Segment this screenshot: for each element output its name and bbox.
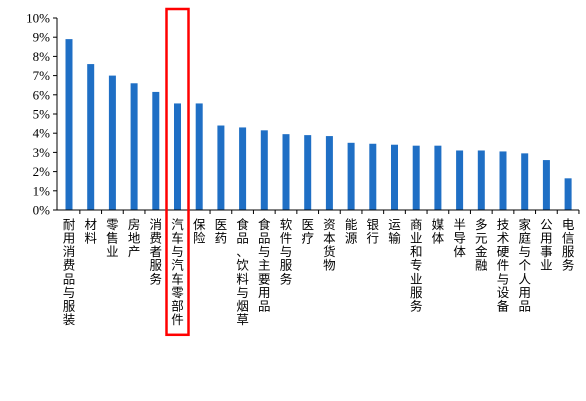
x-tick-label: 消费者服务 (150, 217, 163, 286)
bar (391, 144, 398, 210)
x-tick-label: 医疗 (301, 217, 314, 246)
x-tick-label: 能源 (345, 217, 358, 246)
bar (304, 135, 312, 210)
y-tick-label: 1% (33, 183, 51, 198)
bar (195, 103, 203, 210)
y-tick-label: 5% (33, 107, 51, 122)
y-tick-label: 0% (33, 203, 51, 218)
x-tick-label: 公用事业 (540, 217, 553, 273)
x-tick-label: 媒体 (432, 217, 445, 246)
y-tick-label: 2% (33, 164, 51, 179)
x-tick-label: 材料 (84, 217, 97, 246)
x-tick-label: 食品与主要用品 (258, 217, 271, 314)
y-tick-label: 7% (33, 68, 51, 83)
bar (477, 150, 485, 210)
y-tick-label: 8% (33, 49, 51, 64)
x-axis: 耐用消费品与服装材料零售业房地产消费者服务汽车与汽车零部件保险医药食品、饮料与烟… (57, 209, 580, 327)
bar (65, 39, 73, 211)
bar (108, 75, 116, 210)
y-tick-label: 4% (33, 126, 51, 141)
x-tick-label: 零售业 (106, 217, 119, 259)
bar (499, 151, 507, 210)
bar (369, 143, 377, 210)
bar (325, 136, 333, 210)
highlight-box (165, 7, 190, 337)
x-tick-label: 运输 (388, 217, 401, 246)
highlight-rectangle (165, 7, 190, 337)
x-tick-label: 耐用消费品与服装 (63, 217, 76, 327)
x-tick-label: 半导体 (453, 217, 466, 259)
x-tick-label: 商业和专业服务 (410, 217, 423, 314)
bar (347, 142, 355, 210)
bars (65, 39, 572, 211)
x-tick-label: 房地产 (128, 217, 141, 259)
bar (260, 130, 268, 210)
bar (412, 145, 420, 210)
bar (87, 64, 95, 210)
bar (282, 134, 290, 210)
bar (434, 145, 442, 210)
y-axis: 0% 1% 2% 3% 4% 5% 6% 7% 8% 9% 10% (26, 11, 58, 218)
bar (217, 125, 225, 210)
x-tick-label: 汽车与汽车零部件 (171, 217, 184, 327)
bar (456, 150, 464, 210)
y-tick-label: 9% (33, 30, 51, 45)
x-tick-label: 家庭与个人用品 (518, 217, 531, 314)
bar (130, 83, 138, 210)
bar (542, 160, 550, 210)
x-tick-label: 技术硬件与设备 (497, 217, 510, 314)
y-tick-label: 10% (26, 11, 50, 26)
x-tick-label: 保险 (193, 217, 206, 246)
x-tick-label: 食品、饮料与烟草 (236, 217, 249, 327)
y-tick-label: 3% (33, 145, 51, 160)
bar (239, 127, 247, 210)
x-tick-label: 医药 (215, 217, 228, 246)
bar (521, 153, 529, 210)
x-tick-label: 资本货物 (323, 217, 336, 273)
x-tick-label: 银行 (367, 217, 380, 246)
y-tick-label: 6% (33, 87, 51, 102)
bar (152, 91, 160, 210)
x-tick-label: 多元金融 (475, 217, 488, 273)
x-tick-label: 软件与服务 (280, 217, 293, 286)
x-tick-label: 电信服务 (562, 217, 575, 273)
bar (174, 103, 181, 210)
bar (564, 178, 572, 210)
